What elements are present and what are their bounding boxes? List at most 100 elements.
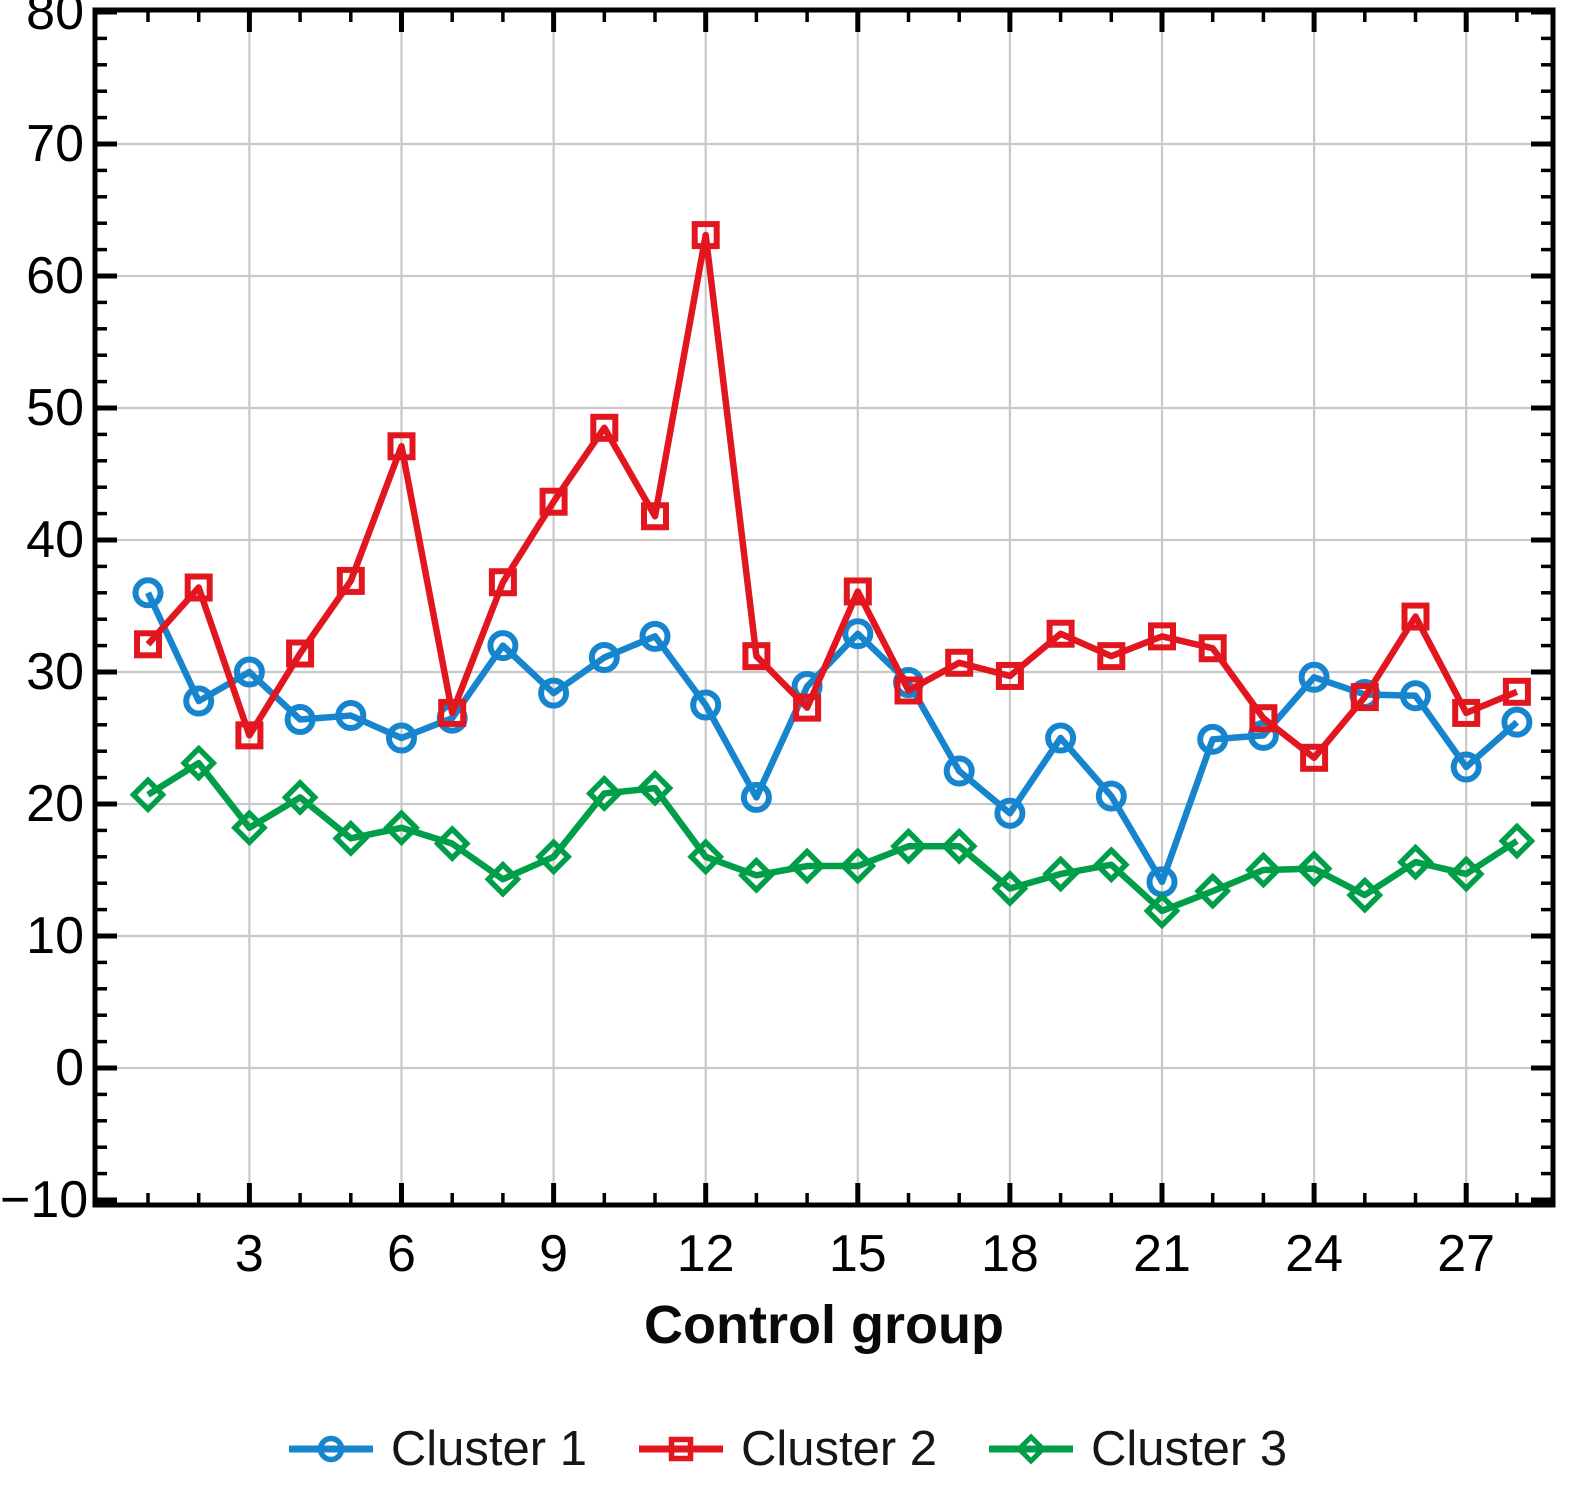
- data-point-circle: [284, 704, 316, 736]
- data-point-square: [894, 676, 923, 705]
- x-tick-label: 9: [539, 1225, 569, 1283]
- data-point-square: [1249, 704, 1278, 733]
- data-point-circle: [842, 618, 874, 650]
- data-point-diamond: [1346, 876, 1384, 914]
- series-line: [146, 759, 1519, 915]
- y-tick-label: 80: [26, 0, 84, 41]
- legend-label: Cluster 2: [740, 1422, 938, 1476]
- data-point-circle: [183, 685, 215, 717]
- data-point-diamond: [383, 809, 420, 847]
- legend-swatch-diamond-icon: [989, 1433, 1074, 1465]
- data-point-diamond: [1015, 1433, 1047, 1465]
- data-point-diamond: [180, 744, 218, 782]
- data-point-diamond: [890, 827, 927, 865]
- x-tick-label: 18: [980, 1225, 1039, 1283]
- y-tick-label: 30: [26, 643, 84, 701]
- x-tick-label: 3: [234, 1225, 264, 1283]
- data-point-square: [1198, 634, 1227, 663]
- data-point-square: [1502, 677, 1531, 706]
- data-point-square: [691, 221, 720, 250]
- data-point-square: [1401, 602, 1430, 631]
- data-point-circle: [1247, 719, 1279, 751]
- x-tick-label: 12: [676, 1225, 735, 1283]
- legend-label: Cluster 1: [390, 1422, 587, 1476]
- data-point-square: [1046, 619, 1075, 648]
- y-tick-label: −10: [0, 1171, 89, 1229]
- data-point-diamond: [332, 819, 370, 857]
- data-point-diamond: [839, 847, 877, 885]
- data-point-square: [184, 573, 213, 602]
- data-point-circle: [1450, 751, 1482, 783]
- data-point-square: [742, 642, 771, 671]
- y-tick-label: 60: [26, 247, 84, 305]
- data-point-circle: [1501, 706, 1533, 738]
- data-point-diamond: [940, 827, 978, 865]
- x-tick-label: 27: [1437, 1225, 1496, 1283]
- data-point-square: [1097, 642, 1126, 671]
- data-point-circle: [1298, 661, 1330, 693]
- data-point-circle: [132, 577, 164, 609]
- data-point-diamond: [231, 809, 268, 847]
- y-tick-label: 50: [26, 379, 84, 437]
- series-cluster-2: [134, 221, 1531, 772]
- x-tick-label: 21: [1133, 1225, 1191, 1283]
- y-tick-label: 0: [55, 1039, 84, 1097]
- data-point-square: [134, 630, 162, 659]
- data-point-circle: [1045, 722, 1077, 754]
- data-point-circle: [386, 722, 417, 754]
- data-point-diamond: [433, 825, 471, 862]
- data-point-square: [1350, 683, 1379, 712]
- data-point-diamond: [788, 847, 826, 885]
- data-point-diamond: [585, 775, 623, 812]
- series-line: [145, 231, 1519, 762]
- legend: Cluster 1 Cluster 2 Cluster 3: [0, 1422, 1572, 1476]
- plot-border: [92, 7, 1556, 1208]
- data-point-square: [945, 648, 974, 677]
- data-point-diamond: [991, 870, 1029, 907]
- data-point-circle: [1197, 723, 1229, 755]
- data-point-diamond: [1447, 855, 1485, 893]
- legend-swatch-circle-icon: [288, 1435, 373, 1463]
- data-point-circle: [639, 620, 671, 652]
- data-point-circle: [1400, 680, 1431, 712]
- data-point-diamond: [1245, 851, 1282, 889]
- data-point-diamond: [636, 769, 674, 807]
- y-tick-label: 20: [26, 775, 84, 833]
- data-point-circle: [690, 689, 722, 721]
- legend-item-cluster-3: Cluster 3: [985, 1422, 1287, 1476]
- data-point-circle: [943, 755, 975, 787]
- legend-item-cluster-2: Cluster 2: [635, 1422, 937, 1476]
- data-point-square: [488, 568, 517, 597]
- data-point-diamond: [129, 776, 167, 814]
- data-point-diamond: [1042, 855, 1079, 893]
- data-point-square: [336, 566, 365, 595]
- data-point-circle: [994, 797, 1026, 829]
- x-tick-label: 24: [1285, 1225, 1344, 1283]
- legend-swatch-square-icon: [638, 1436, 723, 1462]
- data-point-diamond: [687, 838, 725, 876]
- data-point-circle: [335, 700, 367, 732]
- data-point-circle: [233, 656, 265, 688]
- data-point-square: [235, 721, 264, 750]
- data-point-diamond: [484, 860, 522, 898]
- data-point-diamond: [1143, 892, 1181, 930]
- data-point-square: [1148, 622, 1176, 651]
- data-point-diamond: [281, 779, 319, 816]
- data-point-diamond: [738, 856, 775, 894]
- data-point-square: [387, 432, 416, 461]
- data-point-square: [1300, 743, 1329, 772]
- x-tick-label: 6: [387, 1225, 416, 1283]
- data-point-circle: [487, 630, 519, 662]
- data-point-diamond: [1295, 850, 1333, 888]
- data-point-circle: [588, 641, 620, 673]
- data-point-square: [286, 639, 315, 668]
- data-point-diamond: [1498, 822, 1536, 860]
- series-cluster-3: [129, 744, 1536, 930]
- data-point-square: [793, 693, 822, 722]
- x-axis-title: Control group: [644, 1295, 1004, 1355]
- data-point-diamond: [1397, 843, 1434, 881]
- legend-label: Cluster 3: [1091, 1422, 1288, 1476]
- data-point-square: [590, 413, 619, 442]
